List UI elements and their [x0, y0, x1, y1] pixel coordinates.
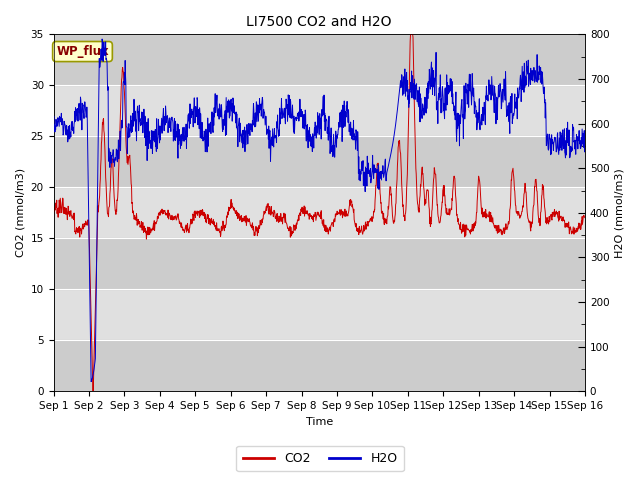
Title: LI7500 CO2 and H2O: LI7500 CO2 and H2O [246, 15, 392, 29]
Bar [54, 239, 585, 289]
X-axis label: Time: Time [306, 417, 333, 427]
Bar [54, 340, 585, 391]
Y-axis label: H2O (mmol/m3): H2O (mmol/m3) [615, 168, 625, 258]
Bar [54, 136, 585, 187]
Bar [54, 35, 585, 85]
Legend: CO2, H2O: CO2, H2O [236, 446, 404, 471]
Text: WP_flux: WP_flux [56, 45, 109, 58]
Y-axis label: CO2 (mmol/m3): CO2 (mmol/m3) [15, 168, 25, 257]
